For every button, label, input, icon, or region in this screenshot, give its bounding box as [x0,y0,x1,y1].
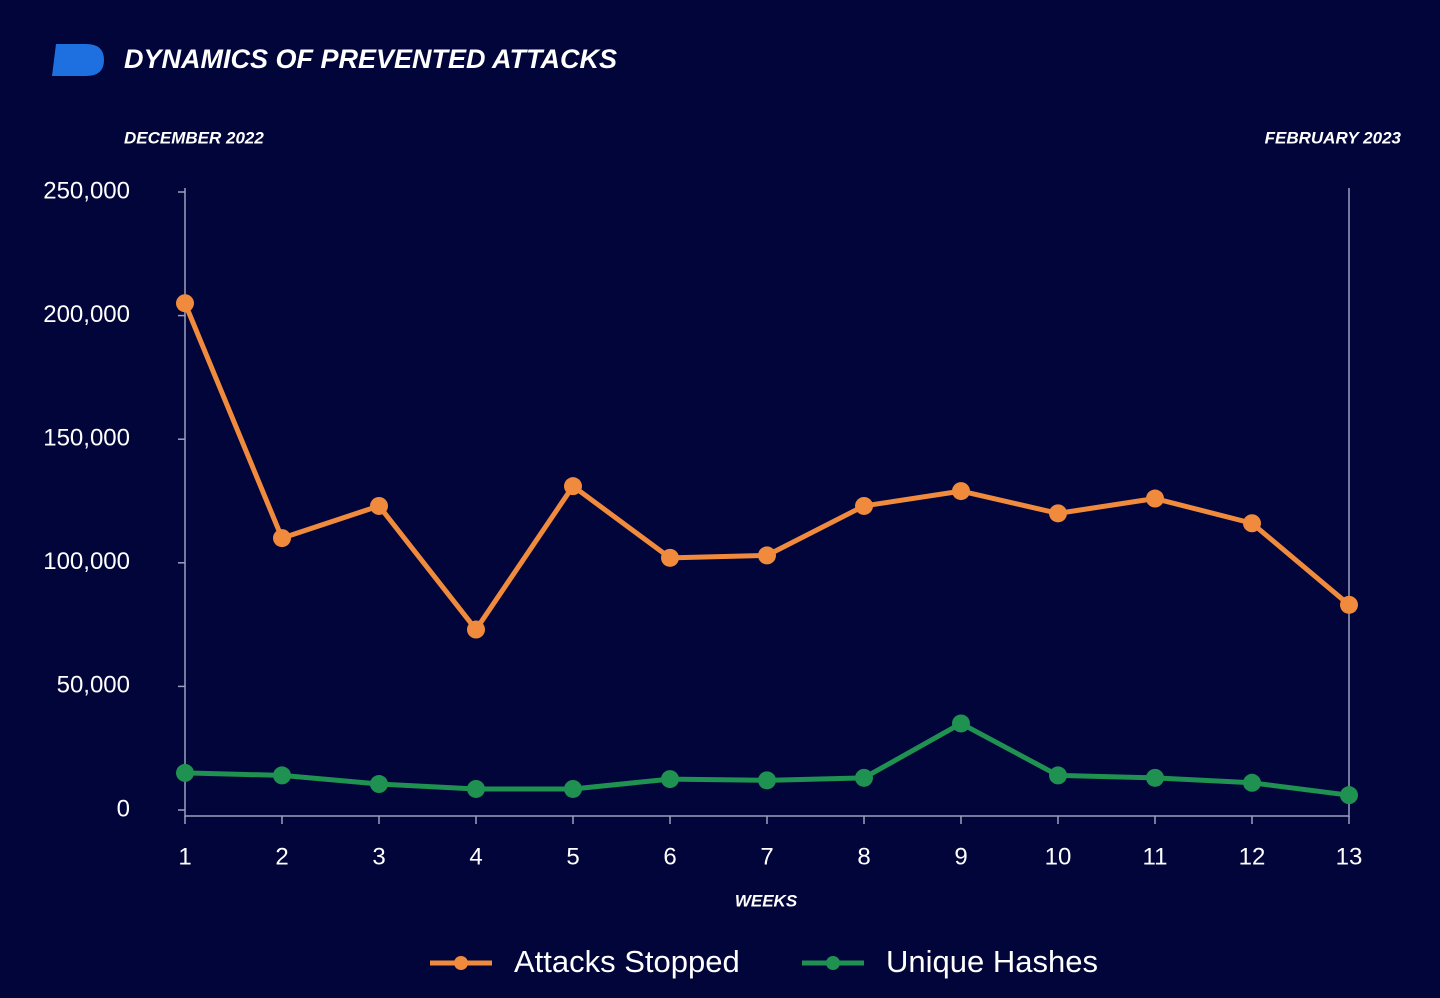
data-point [758,771,776,790]
chart-title: DYNAMICS OF PREVENTED ATTACKS [124,44,617,74]
data-point [1049,766,1067,785]
x-tick-label: 4 [469,843,482,870]
data-point [855,496,873,515]
data-point [661,548,679,567]
y-tick-label: 200,000 [43,301,130,328]
data-point [661,770,679,789]
data-point [1146,489,1164,508]
x-tick-label: 6 [663,843,676,870]
annotation: FEBRUARY 2023 [1265,128,1402,147]
data-point [370,775,388,794]
x-tick-label: 2 [275,843,288,870]
data-point [952,482,970,501]
data-point [176,763,194,782]
x-axis-title: WEEKS [735,891,798,910]
data-point [564,779,582,798]
x-tick-label: 13 [1336,843,1363,870]
legend-label: Attacks Stopped [514,944,740,979]
data-point [1243,773,1261,792]
x-tick-label: 5 [566,843,579,870]
data-point [1243,514,1261,533]
data-point [273,766,291,785]
annotation: DECEMBER 2022 [124,128,264,147]
y-tick-label: 250,000 [43,177,130,204]
data-point [855,768,873,787]
data-point [1146,768,1164,787]
data-point [952,714,970,733]
data-point [176,294,194,313]
data-point [467,620,485,639]
legend-swatch-dot [826,956,840,970]
data-point [758,546,776,565]
x-tick-label: 9 [954,843,967,870]
data-point [564,477,582,496]
y-tick-label: 100,000 [43,548,130,575]
data-point [1049,504,1067,523]
x-tick-label: 12 [1239,843,1266,870]
logo [52,44,104,76]
legend-swatch-dot [454,956,468,970]
y-tick-label: 150,000 [43,425,130,452]
x-tick-label: 7 [760,843,773,870]
x-tick-label: 10 [1045,843,1072,870]
x-tick-label: 1 [178,843,191,870]
data-point [1340,595,1358,614]
data-point [273,529,291,548]
data-point [370,496,388,515]
x-tick-label: 3 [372,843,385,870]
y-tick-label: 0 [117,795,130,822]
data-point [467,779,485,798]
x-tick-label: 8 [857,843,870,870]
legend-label: Unique Hashes [886,944,1098,979]
x-tick-label: 11 [1143,843,1168,870]
data-point [1340,786,1358,805]
y-tick-label: 50,000 [57,672,130,699]
